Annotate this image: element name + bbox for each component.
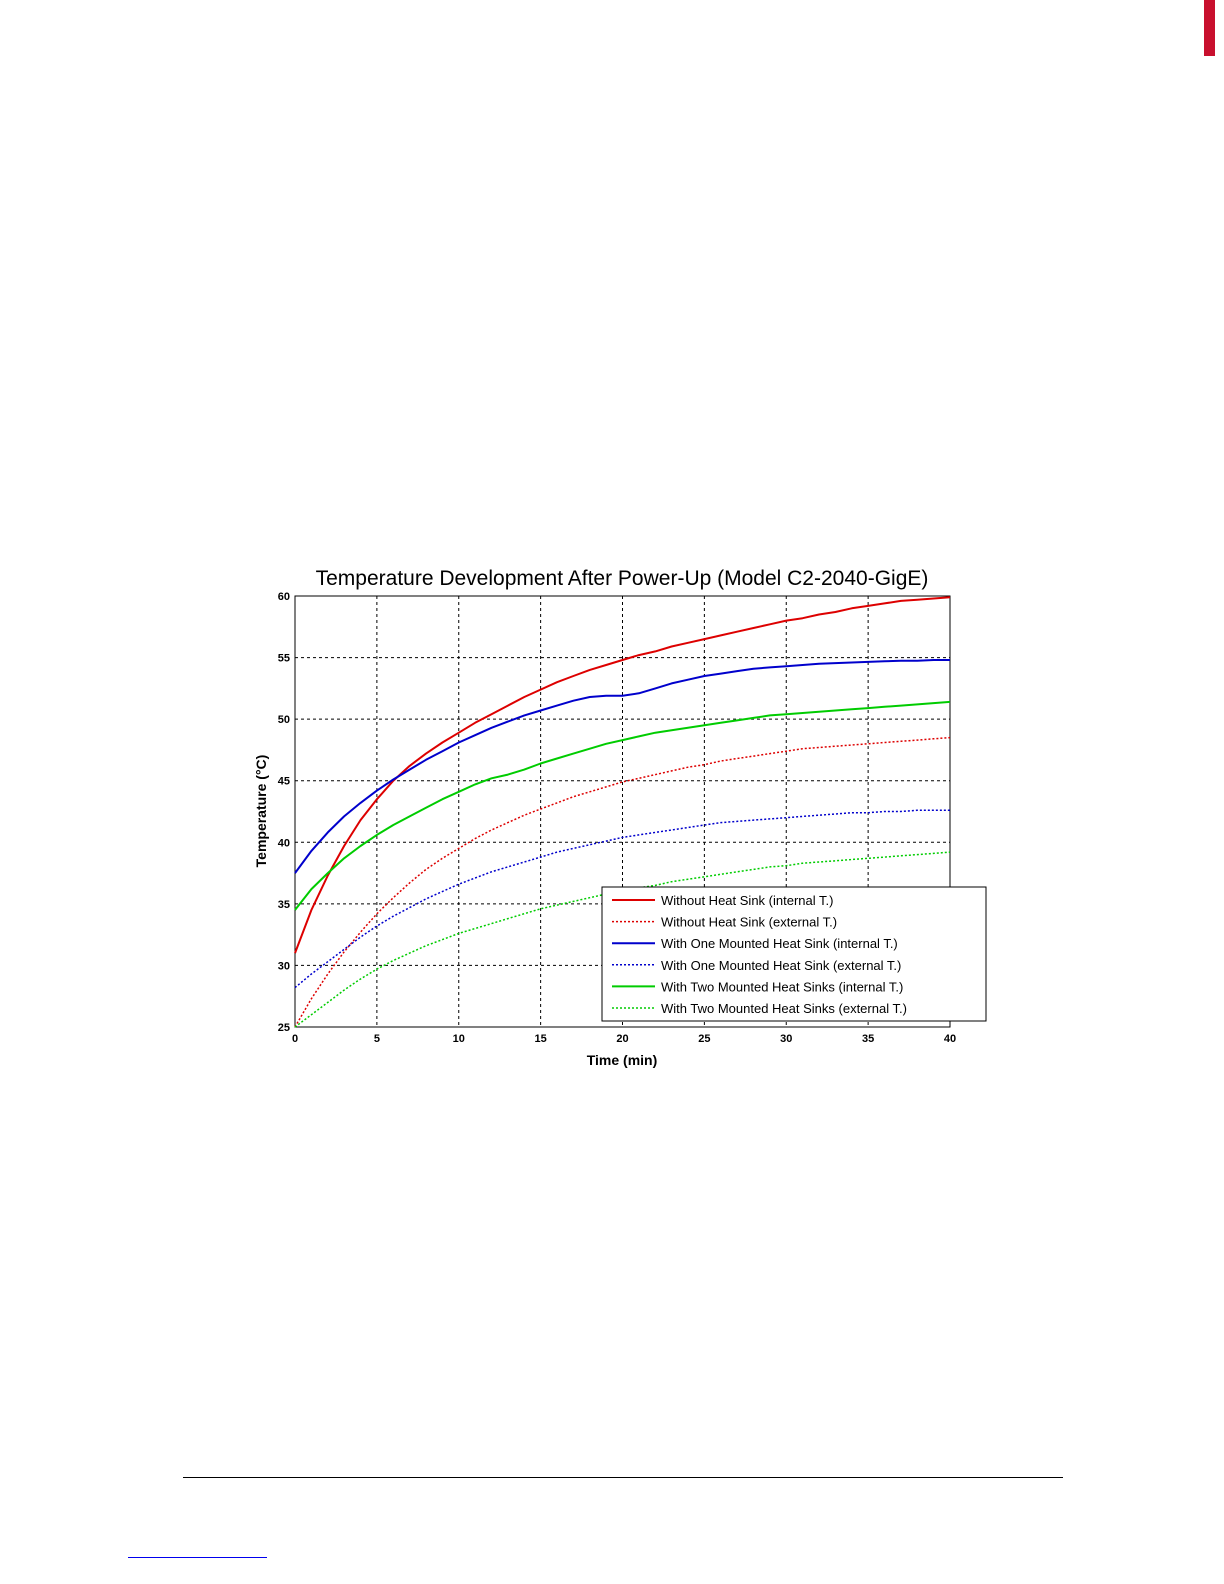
grid-lines	[295, 596, 950, 1027]
y-axis-label: Temperature (°C)	[253, 755, 269, 868]
page-edge-tab	[1204, 0, 1215, 56]
legend-label: With Two Mounted Heat Sinks (internal T.…	[661, 979, 903, 994]
y-tick-label: 60	[278, 591, 290, 603]
x-tick-label: 10	[453, 1033, 465, 1045]
footer-rule	[183, 1477, 1063, 1478]
legend: Without Heat Sink (internal T.) Without H…	[601, 886, 987, 1022]
y-tick-label: 35	[278, 899, 290, 911]
x-tick-label: 30	[780, 1033, 792, 1045]
series-line-4	[294, 809, 950, 989]
legend-box	[601, 886, 987, 1022]
y-tick-label: 55	[278, 653, 290, 665]
footer-link-underline	[128, 1557, 267, 1558]
legend-label: Without Heat Sink (external T.)	[661, 915, 837, 930]
y-tick-label: 45	[278, 776, 290, 788]
series-lines	[294, 596, 951, 1028]
x-tick-label: 40	[944, 1033, 956, 1045]
y-tick-label: 25	[278, 1022, 290, 1034]
series-line-1	[294, 596, 951, 954]
series-line-3	[294, 659, 950, 874]
x-tick-label: 20	[616, 1033, 628, 1045]
legend-label: With One Mounted Heat Sink (external T.)	[661, 958, 901, 973]
series-line-2	[294, 736, 951, 1028]
y-tick-label: 50	[278, 714, 290, 726]
y-tick-label: 30	[278, 960, 290, 972]
y-tick-label: 40	[278, 837, 290, 849]
x-tick-label: 5	[374, 1033, 380, 1045]
legend-label: Without Heat Sink (internal T.)	[661, 893, 833, 908]
legend-label: With One Mounted Heat Sink (internal T.)	[661, 936, 898, 951]
x-tick-label: 35	[862, 1033, 874, 1045]
x-tick-label: 0	[292, 1033, 298, 1045]
x-axis-ticks: 0 5 10 15 20 25 30 35 40	[292, 1033, 956, 1045]
chart-title: Temperature Development After Power-Up (…	[316, 567, 929, 590]
x-tick-label: 25	[698, 1033, 710, 1045]
y-axis-ticks: 25 30 35 40 45 50 55 60	[278, 591, 290, 1034]
x-axis-label: Time (min)	[587, 1052, 658, 1068]
series-line-5	[294, 700, 951, 911]
legend-label: With Two Mounted Heat Sinks (external T.…	[661, 1001, 907, 1016]
x-tick-label: 15	[535, 1033, 547, 1045]
